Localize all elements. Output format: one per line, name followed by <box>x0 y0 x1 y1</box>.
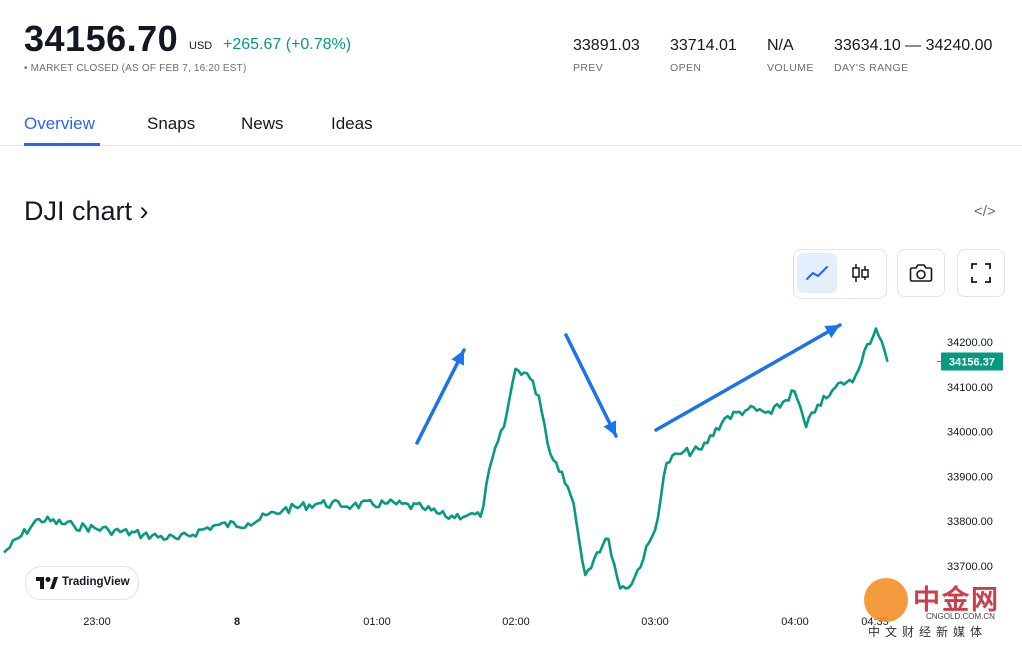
x-axis-tick-label: 02:00 <box>502 616 530 628</box>
line-style-button[interactable] <box>797 253 837 293</box>
x-axis-tick-label: 8 <box>234 616 240 628</box>
annotation-arrow-arrow-down <box>564 333 618 438</box>
y-axis-tick-label: 34000.00 <box>947 427 993 439</box>
stat-range-value: 33634.10 — 34240.00 <box>834 37 993 54</box>
y-axis-tick-label: 33800.00 <box>947 516 993 528</box>
y-axis-tick-label: 33700.00 <box>947 561 993 573</box>
fullscreen-icon <box>971 263 991 283</box>
y-axis-tick-label: 34100.00 <box>947 382 993 394</box>
market-status: • MARKET CLOSED (AS OF FEB 7, 16:20 EST) <box>24 63 247 74</box>
currency-label: USD <box>189 40 213 52</box>
candle-style-button[interactable] <box>840 253 880 293</box>
price-value: 34156.70 <box>24 18 179 59</box>
embed-code-icon[interactable]: </> <box>974 203 996 220</box>
change-percent: (+0.78%) <box>285 36 352 53</box>
price-change: +265.67 (+0.78%) <box>223 36 351 54</box>
change-points: +265.67 <box>223 36 282 53</box>
camera-icon <box>909 264 933 282</box>
candlestick-icon <box>852 264 869 282</box>
tradingview-label: TradingView <box>62 576 130 588</box>
stat-range-label: DAY'S RANGE <box>834 62 909 74</box>
snapshot-button[interactable] <box>897 249 945 297</box>
annotation-arrowhead <box>824 325 840 339</box>
y-axis-tick-label: 34200.00 <box>947 337 993 349</box>
stat-open-value: 33714.01 <box>670 37 737 54</box>
watermark-brand: 中金网 <box>913 585 1000 615</box>
x-axis-tick-label: 04:00 <box>781 616 809 628</box>
stat-open-label: OPEN <box>670 62 702 74</box>
price-chart[interactable]: 33700.00 33800.00 33900.00 34000.00 34100.00… <box>0 300 1022 635</box>
tabs-divider <box>0 145 1022 146</box>
watermark-logo-icon <box>864 578 908 622</box>
watermark-domain: CNGOLD.COM.CN <box>926 612 995 621</box>
x-axis-tick-label: 03:00 <box>641 616 669 628</box>
active-tab-indicator <box>24 143 100 146</box>
stat-volume-value: N/A <box>767 37 794 54</box>
tab-ideas[interactable]: Ideas <box>331 114 373 133</box>
x-axis-tick-label: 01:00 <box>363 616 391 628</box>
annotation-arrowhead <box>603 420 617 436</box>
price-series-line <box>3 327 889 590</box>
annotation-arrowhead <box>451 350 464 366</box>
stat-prev-label: PREV <box>573 62 604 74</box>
tab-overview[interactable]: Overview <box>24 114 95 133</box>
line-chart-icon <box>806 266 828 280</box>
watermark-tagline: 中文财经新媒体 <box>868 625 988 639</box>
tab-news[interactable]: News <box>241 114 284 133</box>
tab-snaps[interactable]: Snaps <box>147 114 196 133</box>
stat-volume-label: VOLUME <box>767 62 814 74</box>
fullscreen-button[interactable] <box>957 249 1005 297</box>
x-axis-tick-label: 23:00 <box>83 616 111 628</box>
annotation-arrow-arrow-up <box>415 348 466 445</box>
last-price-label: 34156.37 <box>949 357 995 369</box>
stat-prev-value: 33891.03 <box>573 37 640 54</box>
last-price-badge <box>941 352 1003 371</box>
y-axis-tick-label: 33900.00 <box>947 471 993 483</box>
chart-title-link[interactable]: DJI chart › <box>24 196 149 226</box>
annotation-arrow-arrow-up <box>654 323 842 432</box>
tradingview-logo-icon <box>36 577 58 589</box>
